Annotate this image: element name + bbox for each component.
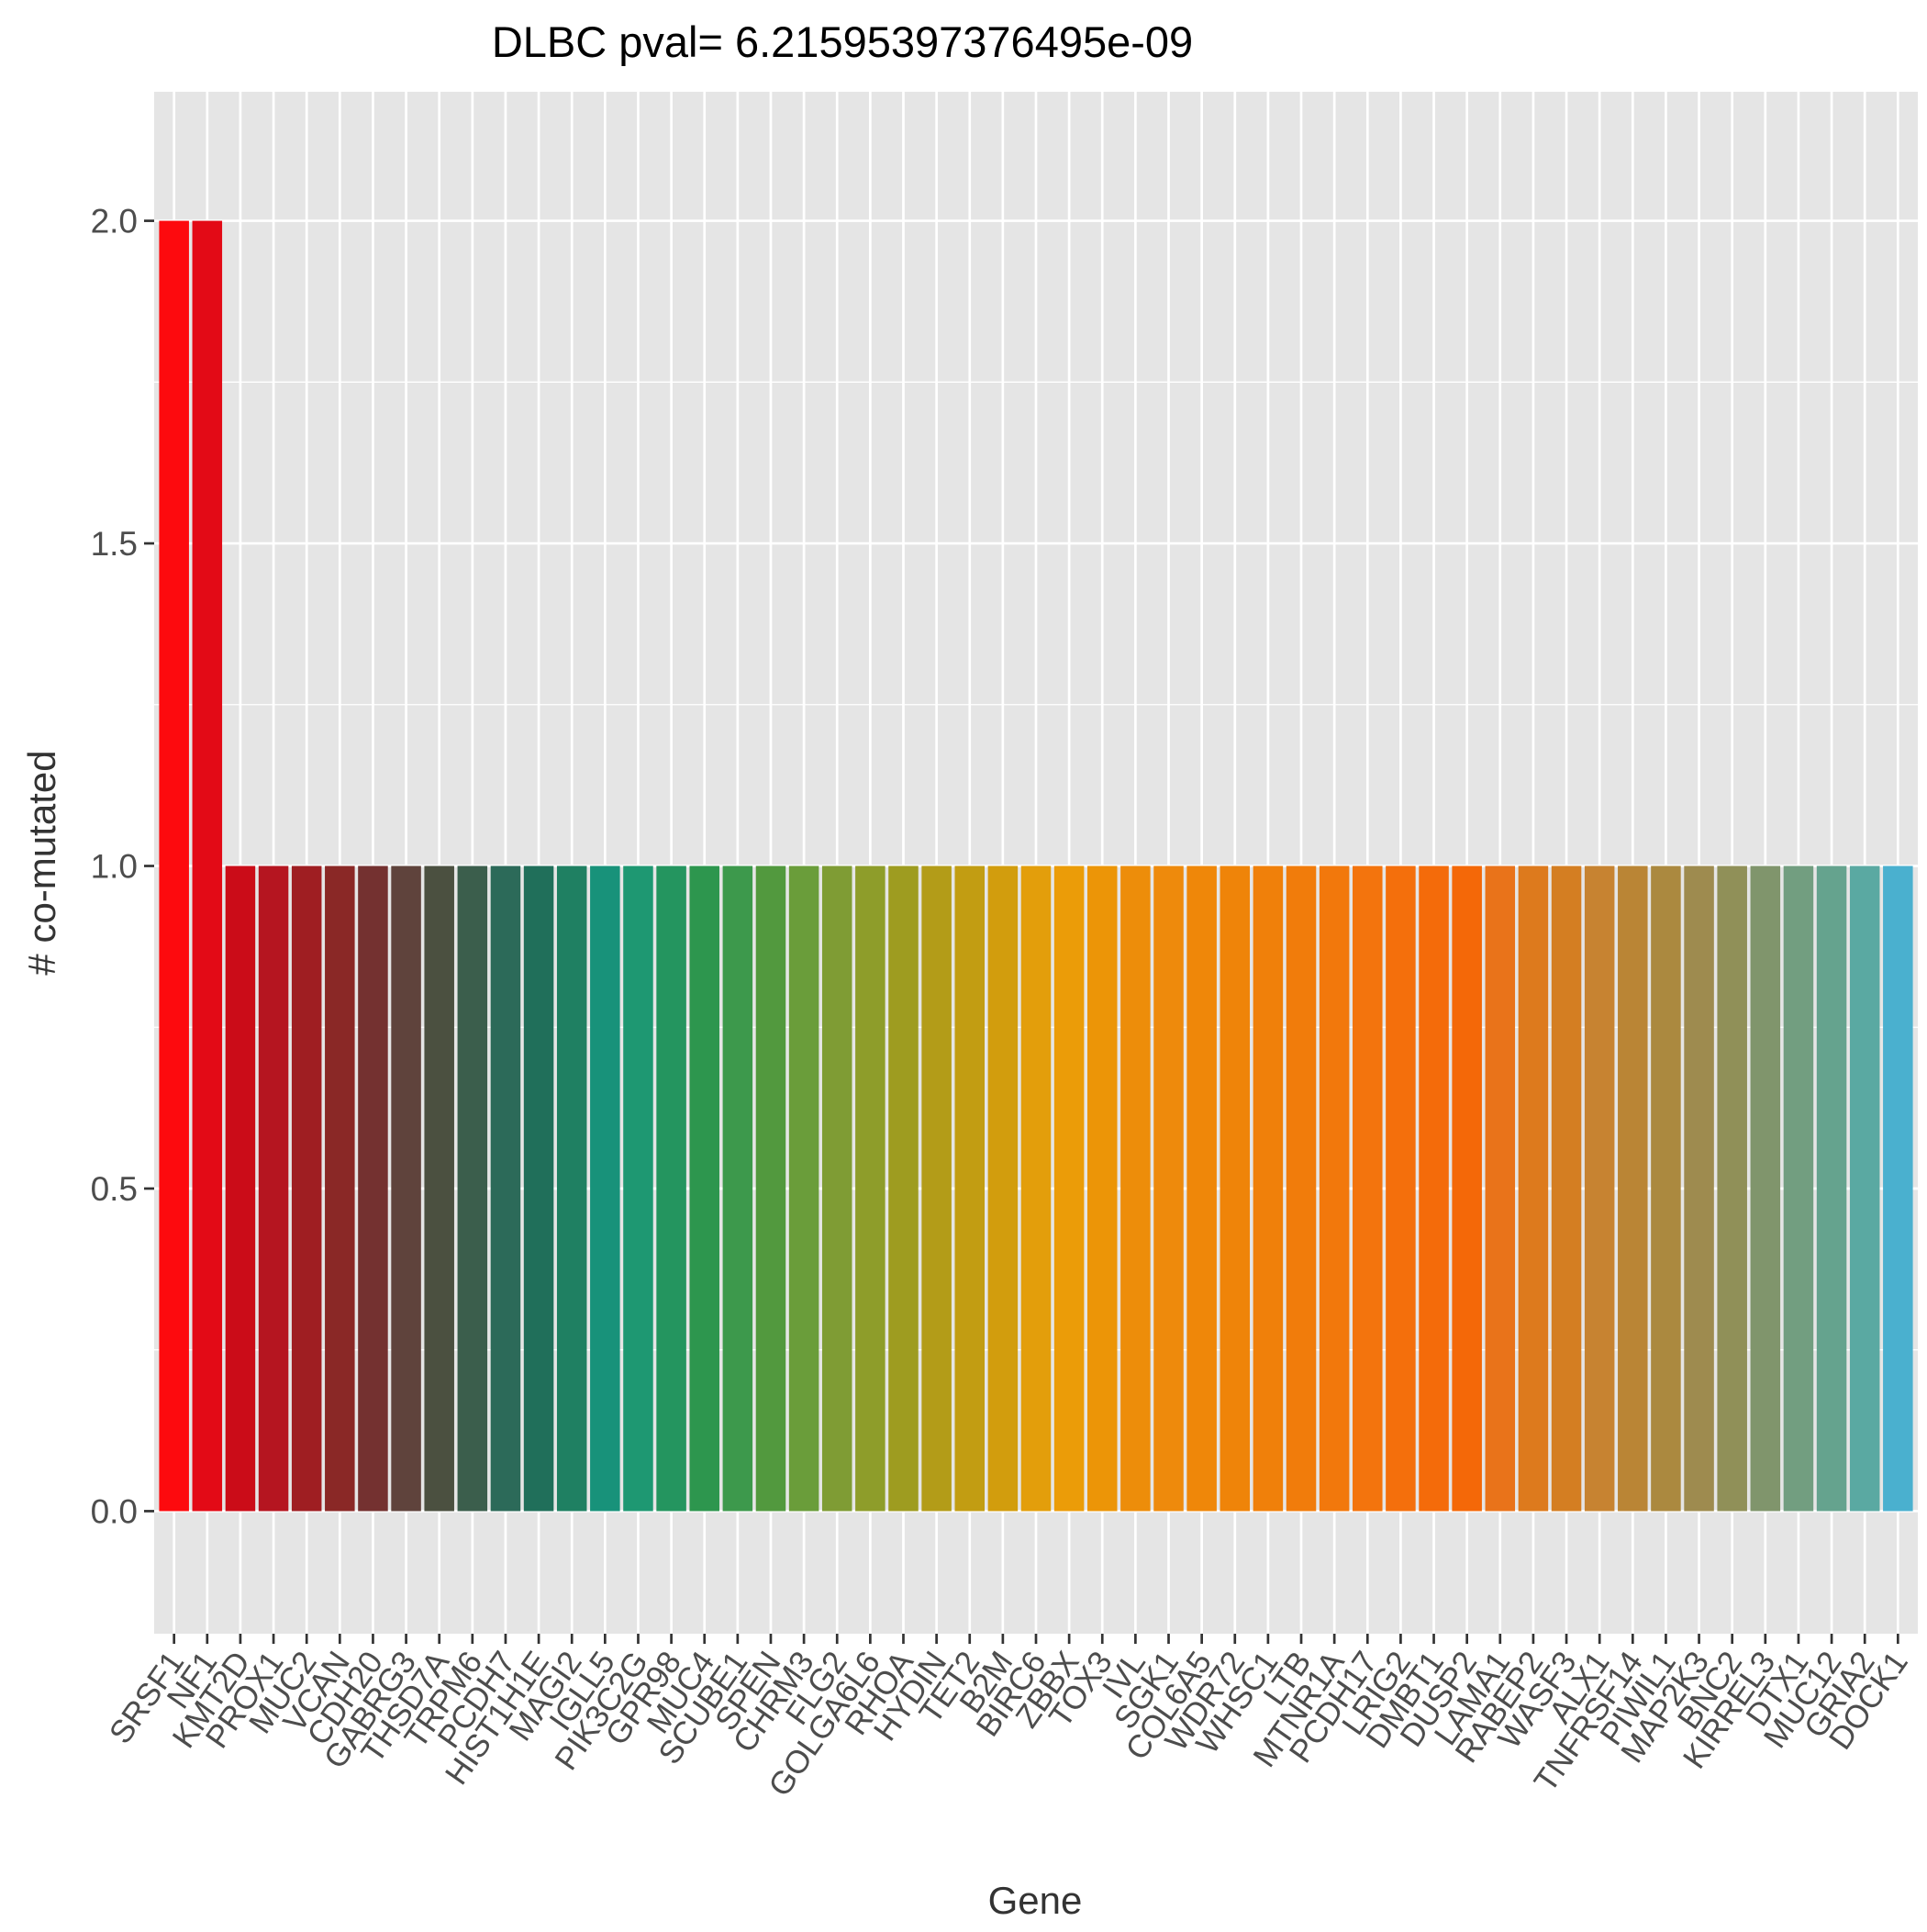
bar-rhoa <box>888 865 919 1512</box>
y-tick-label: 0.0 <box>91 1492 138 1530</box>
bar-vcan <box>325 865 355 1512</box>
bar-alx1 <box>1584 865 1615 1512</box>
y-tick-label: 2.0 <box>91 203 138 240</box>
bar-b2m <box>987 865 1019 1512</box>
bar-col6a5 <box>1186 865 1217 1512</box>
bar-muc12 <box>1816 865 1847 1512</box>
bar-igll5 <box>590 865 620 1512</box>
bar-dock1 <box>1883 865 1913 1512</box>
y-tick-label: 1.5 <box>91 525 138 563</box>
x-axis-title: Gene <box>988 1879 1083 1922</box>
bar-bnc2 <box>1717 865 1747 1512</box>
bar-piwil1 <box>1651 865 1681 1512</box>
bar-dmbt1 <box>1419 865 1449 1512</box>
bar-birc6 <box>1020 865 1052 1512</box>
bar-thsd7a <box>424 865 454 1512</box>
bar-pcdh17 <box>1353 865 1383 1512</box>
chart-title: DLBC pval= 6.21595397376495e-09 <box>492 17 1193 66</box>
y-tick-label: 1.0 <box>91 848 138 886</box>
bar-wasf3 <box>1551 865 1582 1512</box>
bar-chrm3 <box>788 865 819 1512</box>
bar-gria2 <box>1849 865 1880 1512</box>
bar-cdh20 <box>358 865 388 1512</box>
bar-nf1 <box>192 220 223 1512</box>
bar-wdr72 <box>1220 865 1251 1512</box>
y-axis: 0.0 0.5 1.0 1.5 2.0 <box>91 203 154 1530</box>
bar-hydin <box>921 865 952 1512</box>
bar-map2k3 <box>1684 865 1714 1512</box>
bar-whsc1 <box>1253 865 1284 1512</box>
bar-flg2 <box>821 865 852 1512</box>
y-tick-label: 0.5 <box>91 1170 138 1208</box>
bar-dtx1 <box>1783 865 1814 1512</box>
bar-gabrg3 <box>391 865 421 1512</box>
bar-lrig2 <box>1386 865 1416 1512</box>
bar-srsf1 <box>159 220 189 1512</box>
bar-lama1 <box>1485 865 1516 1512</box>
bar-pcdh7 <box>490 865 521 1512</box>
y-axis-title: # co-mutated <box>20 750 63 975</box>
bar-kirrel3 <box>1750 865 1781 1512</box>
bar-muc4 <box>689 865 719 1512</box>
bar-dusp2 <box>1452 865 1482 1512</box>
bar-ltb <box>1286 865 1317 1512</box>
bar-zbbx <box>1053 865 1085 1512</box>
bar-golga6l6 <box>855 865 886 1512</box>
bar-hist1h1e <box>523 865 554 1512</box>
x-axis: SRSF1NF1KMT2DPROX1MUC2VCANCDH20GABRG3THS… <box>103 1634 1915 1803</box>
bar-prox1 <box>258 865 289 1512</box>
bar-tox3 <box>1086 865 1118 1512</box>
bar-scube1 <box>722 865 753 1512</box>
bar-sgk1 <box>1153 865 1184 1512</box>
bar-pik3c2g <box>623 865 653 1512</box>
bar-spen <box>755 865 786 1512</box>
bar-mtnr1a <box>1319 865 1350 1512</box>
bar-magi2 <box>556 865 587 1512</box>
bars <box>159 220 1913 1512</box>
bar-trpm6 <box>457 865 488 1512</box>
bar-muc2 <box>291 865 322 1512</box>
bar-rabep2 <box>1518 865 1549 1512</box>
bar-ivl <box>1120 865 1151 1512</box>
bar-tnfrsf14 <box>1618 865 1648 1512</box>
bar-tet2 <box>954 865 986 1512</box>
bar-kmt2d <box>225 865 256 1512</box>
bar-gpr98 <box>656 865 686 1512</box>
